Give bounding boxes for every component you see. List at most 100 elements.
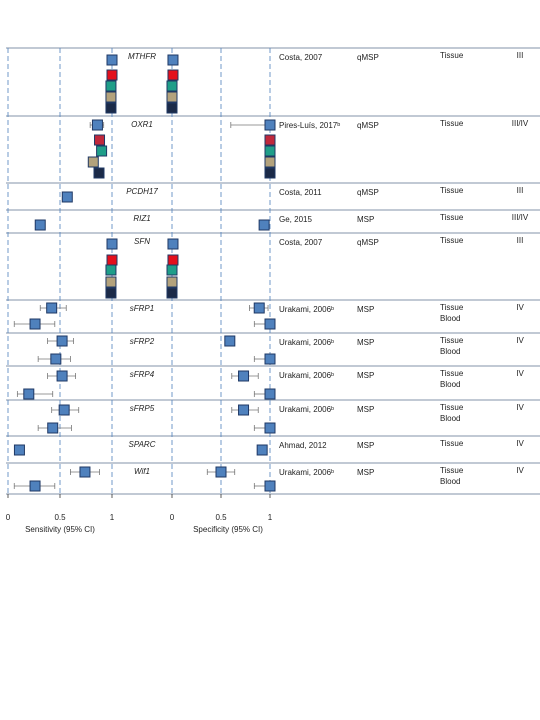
- marker: [264, 422, 276, 434]
- method: MSP: [357, 468, 374, 477]
- marker: [264, 388, 276, 400]
- marker: [56, 370, 68, 382]
- marker: [258, 219, 270, 231]
- sample: Blood: [440, 477, 460, 486]
- method: MSP: [357, 215, 374, 224]
- marker: [106, 254, 118, 266]
- sample: Blood: [440, 314, 460, 323]
- marker: [264, 480, 276, 492]
- method: MSP: [357, 405, 374, 414]
- marker: [166, 264, 178, 276]
- marker: [238, 404, 250, 416]
- marker: [23, 388, 35, 400]
- marker: [238, 370, 250, 382]
- method: qMSP: [357, 121, 379, 130]
- axis-label: Specificity (95% CI): [193, 525, 263, 534]
- gene-label: sFRP2: [130, 337, 155, 346]
- stage: IV: [516, 466, 524, 475]
- x-tick-label: 0.5: [54, 513, 66, 522]
- stage: IV: [516, 336, 524, 345]
- stage: III/IV: [512, 119, 529, 128]
- marker: [167, 69, 179, 81]
- marker: [264, 119, 276, 131]
- marker: [91, 119, 103, 131]
- method: MSP: [357, 305, 374, 314]
- sample: Tissue: [440, 119, 464, 128]
- marker: [264, 156, 276, 168]
- marker: [50, 353, 62, 365]
- marker: [106, 54, 118, 66]
- marker: [166, 287, 178, 299]
- marker: [56, 335, 68, 347]
- study: Urakami, 2006ᵇ: [279, 371, 334, 380]
- marker: [105, 264, 117, 276]
- gene-label: SPARC: [129, 440, 156, 449]
- x-tick-label: 0.5: [215, 513, 227, 522]
- study: Costa, 2007: [279, 238, 323, 247]
- marker: [264, 353, 276, 365]
- marker: [29, 318, 41, 330]
- stage: IV: [516, 369, 524, 378]
- stage: IV: [516, 303, 524, 312]
- stage: IV: [516, 403, 524, 412]
- sample: Blood: [440, 414, 460, 423]
- method: qMSP: [357, 238, 379, 247]
- method: qMSP: [357, 53, 379, 62]
- marker: [166, 91, 178, 103]
- gene-label: sFRP5: [130, 404, 155, 413]
- marker: [105, 91, 117, 103]
- gene-label: RIZ1: [133, 214, 150, 223]
- marker: [106, 238, 118, 250]
- marker: [29, 480, 41, 492]
- gene-label: PCDH17: [126, 187, 158, 196]
- sample: Tissue: [440, 439, 464, 448]
- marker: [166, 80, 178, 92]
- marker: [264, 318, 276, 330]
- marker: [96, 145, 108, 157]
- marker: [13, 444, 25, 456]
- study: Pires-Luís, 2017ᵇ: [279, 121, 340, 130]
- marker: [166, 102, 178, 114]
- sample: Tissue: [440, 51, 464, 60]
- x-tick-label: 1: [268, 513, 273, 522]
- sample: Tissue: [440, 336, 464, 345]
- study: Urakami, 2006ᵇ: [279, 305, 334, 314]
- marker: [167, 238, 179, 250]
- study: Costa, 2011: [279, 188, 322, 197]
- stage: III: [517, 186, 524, 195]
- x-tick-label: 1: [110, 513, 115, 522]
- marker: [105, 102, 117, 114]
- marker: [61, 191, 73, 203]
- x-tick-label: 0: [6, 513, 11, 522]
- sample: Tissue: [440, 236, 464, 245]
- marker: [34, 219, 46, 231]
- marker: [105, 80, 117, 92]
- stage: IV: [516, 439, 524, 448]
- stage: III: [517, 51, 524, 60]
- marker: [105, 276, 117, 288]
- study: Costa, 2007: [279, 53, 323, 62]
- stage: III/IV: [512, 213, 529, 222]
- marker: [47, 422, 59, 434]
- study: Urakami, 2006ᵇ: [279, 405, 334, 414]
- sample: Tissue: [440, 303, 464, 312]
- sample: Blood: [440, 347, 460, 356]
- sample: Tissue: [440, 213, 464, 222]
- marker: [215, 466, 227, 478]
- x-tick-label: 0: [170, 513, 175, 522]
- method: qMSP: [357, 188, 379, 197]
- marker: [167, 254, 179, 266]
- marker: [264, 167, 276, 179]
- gene-label: SFN: [134, 237, 150, 246]
- study: Ahmad, 2012: [279, 441, 327, 450]
- marker: [46, 302, 58, 314]
- study: Ge, 2015: [279, 215, 312, 224]
- marker: [58, 404, 70, 416]
- sample: Tissue: [440, 369, 464, 378]
- gene-label: Wif1: [134, 467, 150, 476]
- method: MSP: [357, 371, 374, 380]
- method: MSP: [357, 338, 374, 347]
- marker: [106, 69, 118, 81]
- marker: [224, 335, 236, 347]
